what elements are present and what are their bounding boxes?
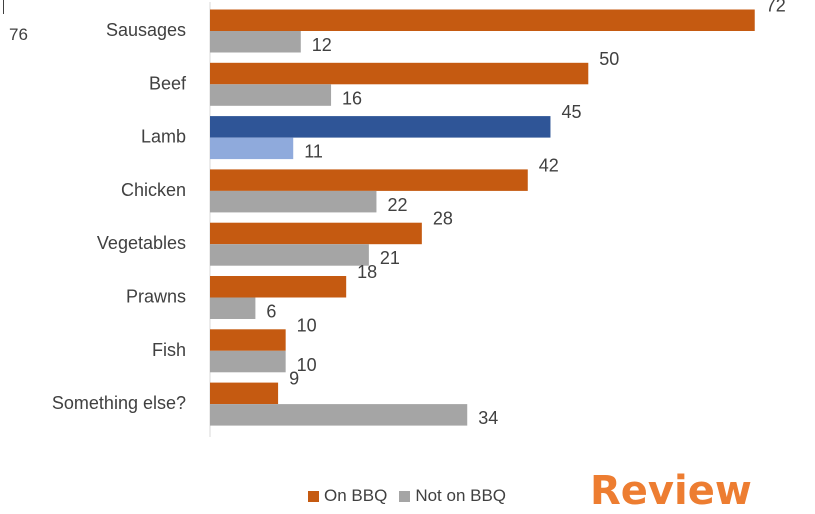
- value-label-not-on-bbq-something-else: 34: [478, 408, 498, 428]
- category-label-sausages: Sausages: [106, 20, 186, 40]
- value-label-not-on-bbq-prawns: 6: [266, 302, 276, 322]
- bar-not-on-bbq-prawns: [210, 297, 256, 319]
- value-label-on-bbq-vegetables: 28: [433, 209, 453, 229]
- bar-on-bbq-lamb: [210, 116, 551, 138]
- value-label-not-on-bbq-vegetables: 21: [380, 248, 400, 268]
- category-label-chicken: Chicken: [121, 180, 186, 200]
- bar-on-bbq-beef: [210, 62, 589, 85]
- value-label-on-bbq-something-else: 9: [289, 369, 299, 389]
- category-label-lamb: Lamb: [141, 127, 186, 147]
- category-label-beef: Beef: [149, 73, 187, 93]
- category-label-vegetables: Vegetables: [97, 233, 186, 253]
- value-label-on-bbq-sausages: 72: [766, 0, 786, 16]
- value-label-on-bbq-chicken: 42: [539, 155, 559, 175]
- category-label-something-else: Something else?: [52, 393, 186, 413]
- value-label-not-on-bbq-beef: 16: [342, 88, 362, 108]
- bar-not-on-bbq-something-else: [210, 404, 468, 426]
- bar-not-on-bbq-chicken: [210, 190, 377, 213]
- value-label-on-bbq-beef: 50: [599, 49, 619, 69]
- bar-chart: Sausages 72 12 Beef 50 16 Lamb 45 11 Chicken 42 22 V…: [52, 0, 786, 437]
- value-label-not-on-bbq-sausages: 12: [312, 35, 332, 55]
- category-label-fish: Fish: [152, 340, 186, 360]
- bar-not-on-bbq-fish: [210, 350, 286, 373]
- legend-item-on-bbq: On BBQ: [308, 486, 387, 506]
- legend: On BBQ Not on BBQ: [308, 486, 518, 506]
- legend-swatch-on-bbq: [308, 490, 319, 502]
- bar-on-bbq-prawns: [210, 276, 347, 298]
- legend-swatch-not-on-bbq: [399, 490, 411, 502]
- value-label-not-on-bbq-lamb: 11: [304, 142, 323, 162]
- bar-on-bbq-fish: [210, 329, 286, 351]
- bar-not-on-bbq-vegetables: [210, 244, 369, 266]
- bar-not-on-bbq-lamb: [210, 137, 294, 160]
- value-label-on-bbq-fish: 10: [297, 315, 317, 335]
- bar-not-on-bbq-beef: [210, 84, 332, 106]
- category-label-prawns: Prawns: [126, 287, 186, 307]
- bar-on-bbq-chicken: [210, 169, 528, 191]
- legend-item-not-on-bbq: Not on BBQ: [399, 486, 506, 506]
- review-logo: Review: [590, 468, 752, 514]
- legend-label-on-bbq: On BBQ: [324, 486, 388, 505]
- bar-not-on-bbq-sausages: [210, 31, 301, 53]
- value-label-not-on-bbq-chicken: 22: [387, 195, 407, 215]
- value-label-on-bbq-prawns: 18: [357, 262, 377, 282]
- corner-value: 76: [9, 25, 28, 44]
- corner-mark: [0, 0, 4, 14]
- value-label-on-bbq-lamb: 45: [561, 102, 581, 122]
- bar-on-bbq-something-else: [210, 382, 279, 405]
- bar-on-bbq-vegetables: [210, 222, 422, 245]
- value-label-not-on-bbq-fish: 10: [297, 355, 317, 375]
- bar-on-bbq-sausages: [210, 9, 755, 31]
- legend-label-not-on-bbq: Not on BBQ: [415, 486, 507, 505]
